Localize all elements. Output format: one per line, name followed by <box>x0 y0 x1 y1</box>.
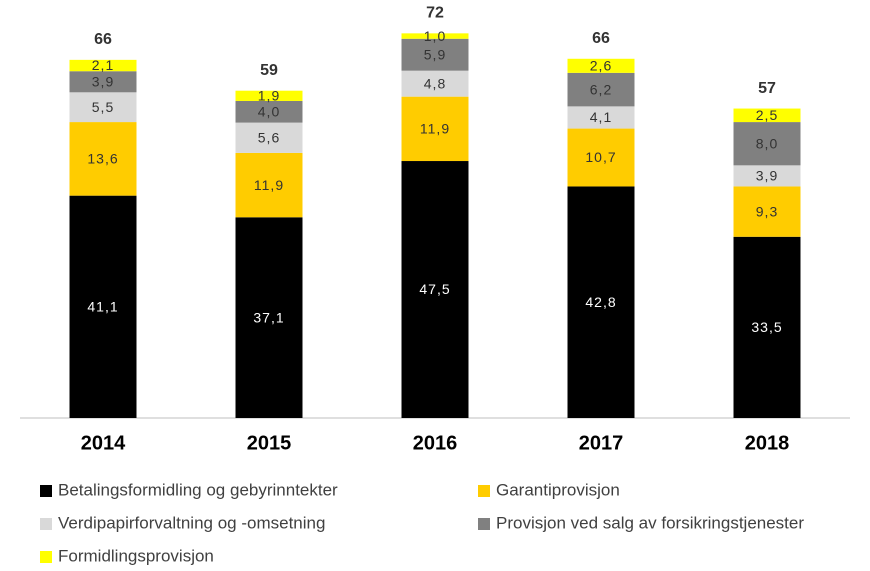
value-label: 2,1 <box>92 57 114 73</box>
bar-segment <box>401 38 469 71</box>
legend-label: Formidlingsprovisjon <box>58 546 214 565</box>
x-tick-label: 2014 <box>81 432 126 454</box>
bar-segment <box>733 122 801 166</box>
bar-segment <box>567 106 635 129</box>
legend-label: Garantiprovisjon <box>496 480 620 499</box>
legend-label: Verdipapirforvaltning og -omsetning <box>58 513 325 532</box>
legend-swatch <box>40 485 52 497</box>
value-label: 1,9 <box>258 88 280 104</box>
legend-swatch <box>478 485 490 497</box>
value-label: 5,6 <box>258 129 280 145</box>
value-label: 9,3 <box>756 203 778 219</box>
value-label: 4,8 <box>424 75 446 91</box>
x-tick-label: 2017 <box>579 432 624 454</box>
value-label: 10,7 <box>585 149 616 165</box>
bar-segment <box>401 96 469 162</box>
legend-swatch <box>40 518 52 530</box>
bar-segment <box>69 59 137 72</box>
value-label: 2,5 <box>756 107 778 123</box>
bar-segment <box>401 33 469 39</box>
bar-segment <box>69 195 137 418</box>
bar-segment <box>401 70 469 97</box>
bar-segment <box>567 72 635 107</box>
legend-label: Provisjon ved salg av forsikringstjenest… <box>496 513 804 532</box>
bar-segment <box>69 122 137 196</box>
value-label: 11,9 <box>420 121 450 137</box>
bar-segment <box>733 108 801 123</box>
legend-swatch <box>478 518 490 530</box>
value-label: 2,6 <box>590 58 612 74</box>
bar-segment <box>733 236 801 418</box>
total-label: 72 <box>426 5 444 22</box>
x-tick-label: 2016 <box>413 432 458 454</box>
bar-segment <box>235 100 303 123</box>
x-tick-label: 2018 <box>745 432 790 454</box>
total-label: 59 <box>260 62 278 79</box>
value-label: 37,1 <box>253 309 284 325</box>
bar-segment <box>733 186 801 237</box>
value-label: 5,9 <box>424 46 446 62</box>
value-label: 41,1 <box>87 299 118 315</box>
value-label: 4,0 <box>258 103 280 119</box>
x-tick-label: 2015 <box>247 432 292 454</box>
bar-segment <box>567 58 635 73</box>
bar-segment <box>733 165 801 187</box>
total-label: 66 <box>592 30 610 47</box>
bar-segment <box>567 128 635 187</box>
value-label: 11,9 <box>254 177 284 193</box>
bar-segment <box>235 217 303 418</box>
value-label: 3,9 <box>92 73 114 89</box>
value-label: 6,2 <box>590 81 612 97</box>
bar-segment <box>69 71 137 93</box>
bar-segment <box>69 92 137 123</box>
bar-segment <box>567 186 635 418</box>
value-label: 47,5 <box>419 281 450 297</box>
bar-segment <box>235 152 303 218</box>
total-label: 66 <box>94 31 112 48</box>
value-label: 4,1 <box>590 109 612 125</box>
total-label: 57 <box>758 80 776 97</box>
bar-segment <box>235 122 303 153</box>
legend-swatch <box>40 551 52 563</box>
value-label: 3,9 <box>756 168 778 184</box>
bar-segment <box>235 90 303 101</box>
value-label: 5,5 <box>92 99 114 115</box>
value-label: 1,0 <box>424 28 446 44</box>
value-label: 33,5 <box>751 319 782 335</box>
bar-segment <box>401 161 469 418</box>
value-label: 8,0 <box>756 135 778 151</box>
value-label: 13,6 <box>87 151 118 167</box>
legend-label: Betalingsformidling og gebyrinntekter <box>58 480 338 499</box>
value-label: 42,8 <box>585 294 616 310</box>
